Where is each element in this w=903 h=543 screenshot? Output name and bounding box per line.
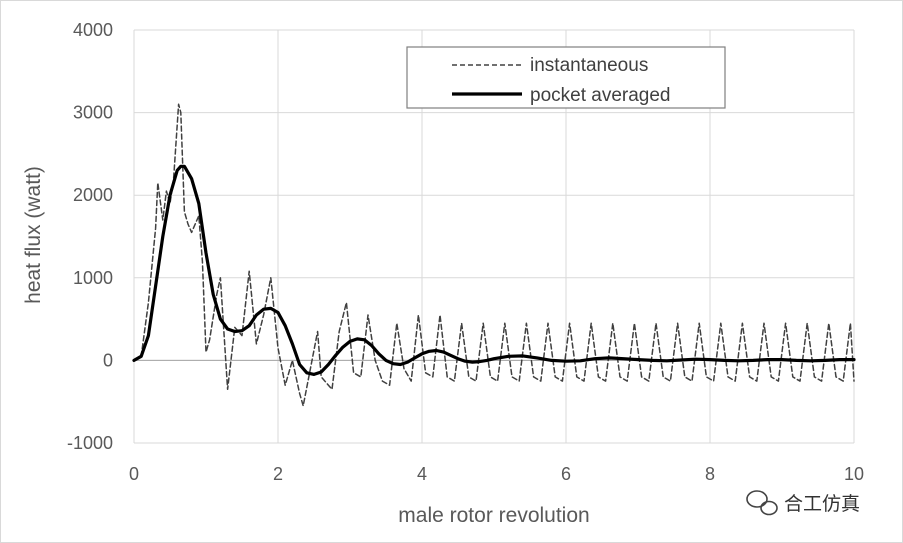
y-tick-label: 3000 xyxy=(73,103,113,123)
y-tick-label: 1000 xyxy=(73,268,113,288)
x-tick-label: 6 xyxy=(561,464,571,484)
wechat-icon xyxy=(746,490,778,516)
legend-label-pocket-averaged: pocket averaged xyxy=(530,85,671,106)
y-axis-title: heat flux (watt) xyxy=(22,166,45,304)
x-tick-label: 10 xyxy=(844,464,864,484)
legend: instantaneous pocket averaged xyxy=(406,46,726,109)
legend-box xyxy=(406,46,726,109)
y-tick-label: 4000 xyxy=(73,20,113,40)
series-line-instantaneous xyxy=(133,103,855,407)
x-axis-ticks: 0 2 4 6 8 10 xyxy=(129,464,864,484)
x-tick-label: 0 xyxy=(129,464,139,484)
y-tick-label: -1000 xyxy=(67,433,113,453)
y-axis-ticks: -1000 0 1000 2000 3000 4000 xyxy=(67,20,113,453)
series-layer xyxy=(132,103,856,407)
x-axis-title: male rotor revolution xyxy=(398,504,589,527)
y-tick-label: 2000 xyxy=(73,185,113,205)
x-tick-label: 8 xyxy=(705,464,715,484)
x-tick-label: 4 xyxy=(417,464,427,484)
watermark: 合工仿真 xyxy=(746,490,860,516)
series-line-pocket-averaged xyxy=(132,164,856,376)
legend-label-instantaneous: instantaneous xyxy=(530,55,648,76)
y-tick-label: 0 xyxy=(103,350,113,370)
x-tick-label: 2 xyxy=(273,464,283,484)
watermark-text: 合工仿真 xyxy=(784,493,860,515)
